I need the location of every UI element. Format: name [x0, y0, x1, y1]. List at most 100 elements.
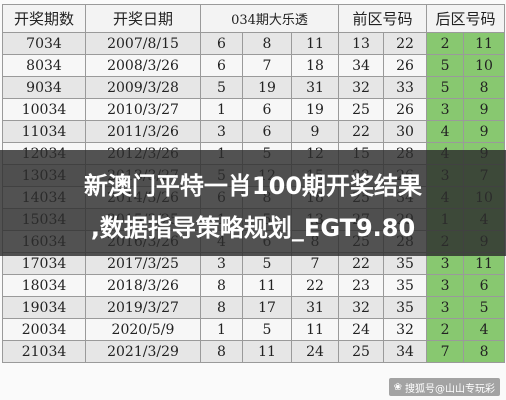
table-row: 7034 2007/8/15 6 8 11 13 22 2 11	[2, 32, 506, 55]
table-cell: 19034	[2, 296, 86, 319]
table-cell: 8	[463, 340, 506, 363]
table-cell: 8	[463, 76, 506, 99]
table-cell: 5	[242, 252, 292, 275]
table-cell: 4	[426, 120, 465, 143]
table-cell: 26	[383, 98, 428, 121]
table-cell: 17034	[2, 252, 86, 275]
table-cell: 2010/3/27	[85, 98, 201, 121]
table-cell: 7	[426, 340, 465, 363]
table-cell: 24	[290, 340, 340, 363]
table-cell: 8034	[2, 54, 86, 77]
table-cell: 11	[242, 274, 292, 297]
table-row: 10034 2010/3/27 1 6 19 25 26 3 9	[2, 98, 506, 121]
table-cell: 21034	[2, 340, 86, 363]
table-row: 17034 2017/3/25 3 5 7 22 35 3 11	[2, 252, 506, 275]
table-cell: 2018/3/26	[85, 274, 201, 297]
table-cell: 2021/3/29	[85, 340, 201, 363]
table-cell: 2008/3/26	[85, 54, 201, 77]
table-cell: 2009/3/28	[85, 76, 201, 99]
table-cell: 25	[338, 98, 385, 121]
table-cell: 19	[242, 76, 292, 99]
table-cell: 5	[463, 296, 506, 319]
table-cell: 33	[383, 76, 428, 99]
table-cell: 35	[383, 274, 428, 297]
table-cell: 31	[290, 296, 340, 319]
title-overlay-banner: 新澳门平特一肖100期开奖结果 ,数据指导策略规划_EGT9.80	[0, 150, 506, 256]
table-cell: 17	[242, 296, 292, 319]
table-cell: 6	[200, 32, 243, 55]
table-cell: 31	[290, 76, 340, 99]
table-cell: 32	[338, 296, 385, 319]
table-cell: 6	[242, 120, 292, 143]
table-row: 11034 2011/3/26 3 6 9 22 30 4 9	[2, 120, 506, 143]
table-cell: 32	[383, 318, 428, 341]
table-cell: 8	[200, 274, 243, 297]
table-cell: 3	[426, 274, 465, 297]
header-lottery-title: 034期大乐透	[199, 4, 340, 33]
table-cell: 3	[200, 252, 243, 275]
table-cell: 8	[242, 32, 292, 55]
table-cell: 22	[383, 32, 428, 55]
table-cell: 11	[463, 32, 506, 55]
table-row: 18034 2018/3/26 8 11 22 23 35 3 6	[2, 274, 506, 297]
table-cell: 25	[338, 340, 385, 363]
table-cell: 5	[426, 76, 465, 99]
table-cell: 11	[290, 32, 340, 55]
watermark-text: 搜狐号@山山专玩彩	[405, 383, 495, 395]
table-cell: 6	[242, 98, 292, 121]
table-cell: 7	[290, 252, 340, 275]
table-cell: 34	[383, 340, 428, 363]
table-cell: 2	[426, 318, 465, 341]
table-cell: 11	[463, 252, 506, 275]
table-cell: 5	[200, 76, 243, 99]
table-cell: 7034	[2, 32, 86, 55]
table-cell: 8	[200, 296, 243, 319]
table-cell: 11034	[2, 120, 86, 143]
table-cell: 9	[290, 120, 340, 143]
header-draw-number: 开奖期数	[2, 4, 86, 33]
table-cell: 6	[463, 274, 506, 297]
source-watermark: ❀ 搜狐号@山山专玩彩	[388, 378, 500, 396]
table-row: 21034 2021/3/29 8 11 24 25 34 7 8	[2, 340, 506, 363]
table-cell: 34	[338, 54, 385, 77]
table-header-row: 开奖期数 开奖日期 034期大乐透 前区号码 后区号码	[2, 4, 506, 33]
table-cell: 18034	[2, 274, 86, 297]
table-cell: 2020/5/9	[85, 318, 201, 341]
paw-logo-icon: ❀	[393, 381, 402, 393]
table-cell: 7	[242, 54, 292, 77]
table-cell: 35	[383, 252, 428, 275]
table-cell: 8	[200, 340, 243, 363]
table-cell: 9	[463, 98, 506, 121]
table-row: 8034 2008/3/26 6 7 18 34 26 5 10	[2, 54, 506, 77]
table-row: 9034 2009/3/28 5 19 31 32 33 5 8	[2, 76, 506, 99]
table-cell: 32	[338, 76, 385, 99]
table-cell: 26	[383, 54, 428, 77]
table-cell: 5	[242, 318, 292, 341]
table-cell: 19	[290, 98, 340, 121]
table-cell: 9	[463, 120, 506, 143]
table-cell: 1	[200, 318, 243, 341]
table-cell: 5	[426, 54, 465, 77]
banner-title-line-2: ,数据指导策略规划_EGT9.80	[90, 214, 416, 242]
table-cell: 2019/3/27	[85, 296, 201, 319]
table-cell: 24	[338, 318, 385, 341]
table-row: 20034 2020/5/9 1 5 11 24 32 2 4	[2, 318, 506, 341]
table-cell: 18	[290, 54, 340, 77]
table-cell: 11	[290, 318, 340, 341]
table-row: 19034 2019/3/27 8 17 31 32 35 3 5	[2, 296, 506, 319]
table-cell: 2	[426, 32, 465, 55]
table-cell: 1	[200, 98, 243, 121]
table-cell: 11	[242, 340, 292, 363]
table-cell: 10	[463, 54, 506, 77]
table-cell: 9034	[2, 76, 86, 99]
table-cell: 2007/8/15	[85, 32, 201, 55]
table-cell: 22	[338, 120, 385, 143]
header-front-numbers: 前区号码	[338, 4, 428, 33]
table-cell: 30	[383, 120, 428, 143]
table-cell: 10034	[2, 98, 86, 121]
header-draw-date: 开奖日期	[85, 4, 201, 33]
table-cell: 4	[463, 318, 506, 341]
table-cell: 6	[200, 54, 243, 77]
table-cell: 23	[338, 274, 385, 297]
